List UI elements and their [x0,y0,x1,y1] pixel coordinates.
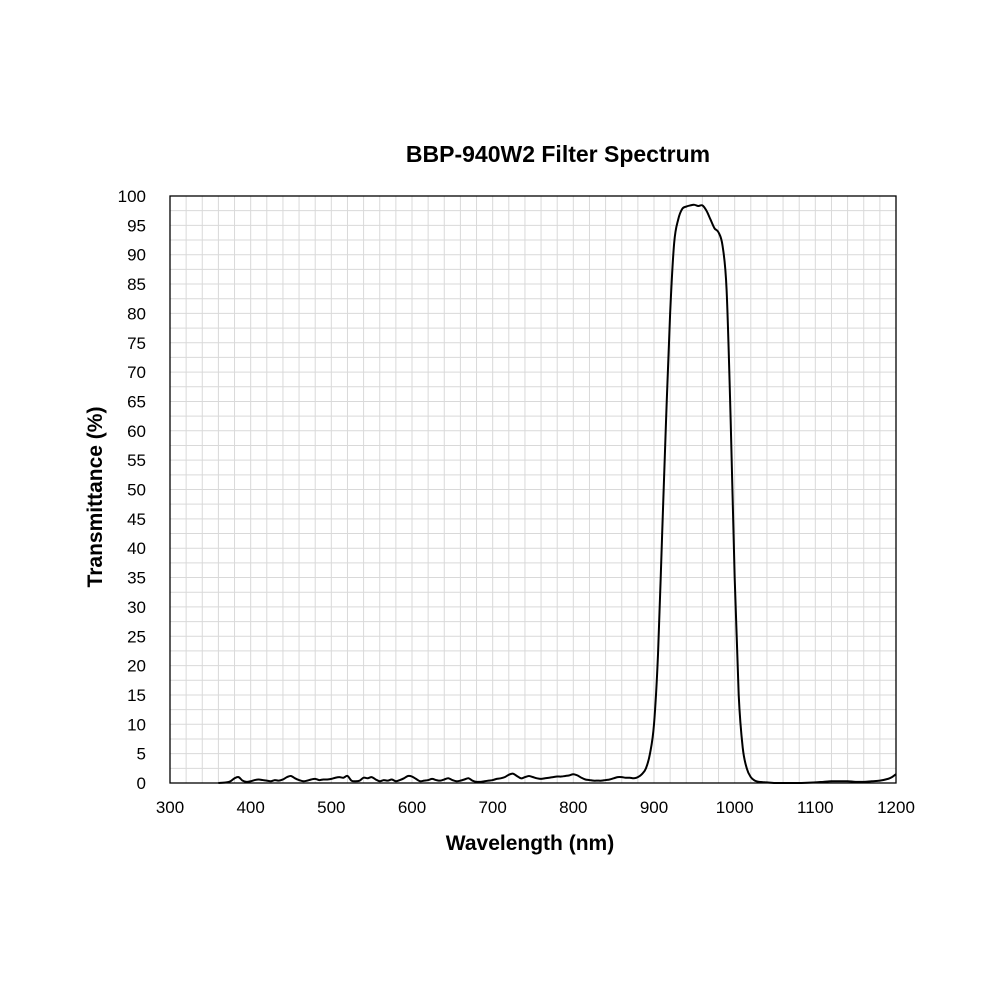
y-tick-label: 45 [127,510,146,529]
x-tick-label: 500 [317,798,345,817]
y-tick-label: 70 [127,363,146,382]
x-tick-label: 300 [156,798,184,817]
x-tick-labels: 300 400 500 600 700 800 900 1000 1100 1200 [156,798,915,817]
transmittance-series-line [218,203,897,785]
y-tick-label: 35 [127,569,146,588]
x-tick-label: 1100 [797,798,834,817]
x-tick-label: 1000 [716,798,754,817]
y-tick-label: 60 [127,422,146,441]
x-tick-label: 1200 [877,798,915,817]
x-tick-label: 400 [236,798,264,817]
x-tick-label: 700 [478,798,506,817]
y-tick-label: 100 [118,187,146,206]
y-tick-label: 75 [127,334,146,353]
y-tick-label: 55 [127,451,146,470]
y-tick-label: 40 [127,539,146,558]
plot-frame [169,195,897,784]
y-tick-label: 50 [127,481,146,500]
y-tick-label: 80 [127,304,146,323]
y-tick-label: 25 [127,627,146,646]
y-tick-label: 85 [127,275,146,294]
series [218,203,897,785]
y-tick-label: 10 [127,715,146,734]
x-tick-label: 800 [559,798,587,817]
y-tick-label: 90 [127,246,146,265]
y-tick-labels: 0 5 10 15 20 25 30 35 40 45 50 55 60 65 70 75 80 85 90 95 10… [118,187,146,793]
grid [170,196,896,783]
y-tick-label: 15 [127,686,146,705]
y-tick-label: 30 [127,598,146,617]
y-tick-label: 95 [127,216,146,235]
y-axis-title: Transmittance (%) [84,407,107,588]
x-tick-label: 900 [640,798,668,817]
x-tick-label: 600 [398,798,426,817]
x-axis-title: Wavelength (nm) [446,832,614,855]
y-tick-label: 65 [127,392,146,411]
y-tick-label: 5 [137,745,146,764]
chart-title: BBP-940W2 Filter Spectrum [406,141,710,167]
y-tick-label: 20 [127,657,146,676]
y-tick-label: 0 [137,774,146,793]
